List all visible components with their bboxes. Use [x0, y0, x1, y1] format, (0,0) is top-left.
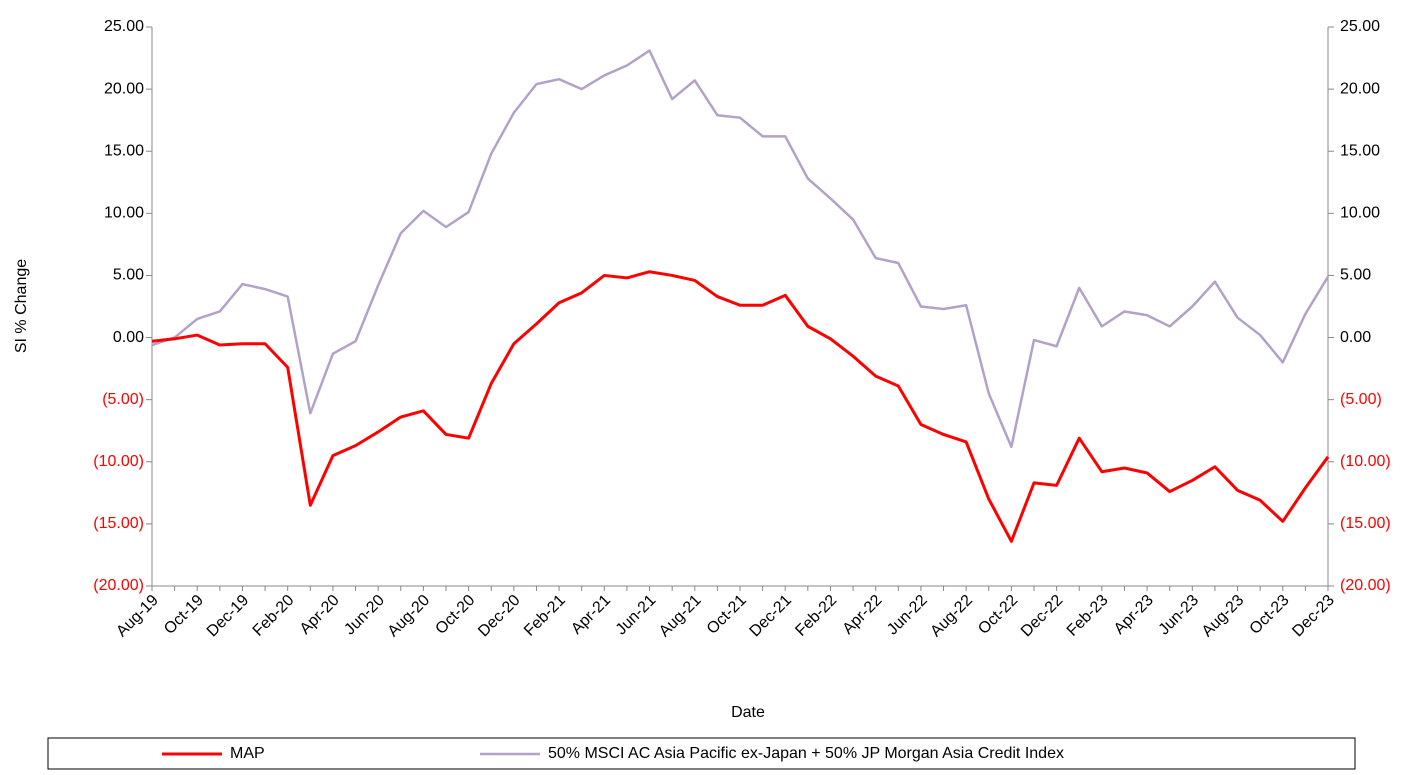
y-tick-label: 20.00 [104, 80, 144, 97]
legend-label: MAP [230, 745, 265, 762]
x-tick-label: Aug-22 [927, 592, 976, 641]
x-tick-label: Dec-23 [1289, 592, 1338, 641]
x-tick-label: Apr-22 [840, 592, 886, 638]
y2-tick-label: 0.00 [1340, 329, 1371, 346]
y2-tick-label: (15.00) [1340, 515, 1391, 532]
x-tick-label: Jun-21 [613, 592, 660, 639]
x-tick-label: Aug-20 [385, 592, 434, 641]
y-axis-title: SI % Change [13, 259, 30, 353]
y-tick-label: 10.00 [104, 205, 144, 222]
x-tick-label: Apr-20 [297, 592, 343, 638]
x-tick-label: Dec-20 [475, 592, 524, 641]
x-tick-label: Oct-21 [704, 592, 750, 638]
y2-tick-label: 10.00 [1340, 205, 1380, 222]
series-line [151, 49, 1330, 449]
y2-tick-label: (10.00) [1340, 453, 1391, 470]
x-tick-label: Oct-23 [1247, 592, 1293, 638]
x-axis-title: Date [731, 704, 765, 721]
x-tick-label: Oct-19 [161, 592, 207, 638]
y-tick-label: 0.00 [113, 329, 144, 346]
x-tick-label: Jun-23 [1156, 592, 1203, 639]
x-tick-label: Apr-23 [1111, 592, 1157, 638]
x-tick-label: Feb-22 [792, 592, 840, 640]
y2-tick-label: (5.00) [1340, 391, 1382, 408]
legend-box [47, 737, 1356, 770]
x-tick-label: Jun-20 [341, 592, 388, 639]
y-tick-label: (10.00) [93, 453, 144, 470]
y-tick-label: (5.00) [102, 391, 144, 408]
x-tick-label: Dec-22 [1018, 592, 1067, 641]
x-tick-label: Aug-23 [1199, 592, 1248, 641]
y2-tick-label: 25.00 [1340, 18, 1380, 35]
y-tick-label: 15.00 [104, 142, 144, 159]
x-tick-label: Oct-20 [432, 592, 478, 638]
y2-tick-label: 15.00 [1340, 142, 1380, 159]
x-tick-label: Aug-21 [656, 592, 705, 641]
x-tick-label: Aug-19 [113, 592, 162, 641]
y-tick-label: 5.00 [113, 267, 144, 284]
x-tick-label: Dec-19 [204, 592, 253, 641]
x-tick-label: Feb-21 [521, 592, 569, 640]
y2-tick-label: (20.00) [1340, 577, 1391, 594]
legend-label: 50% MSCI AC Asia Pacific ex-Japan + 50% … [548, 745, 1064, 762]
x-tick-label: Apr-21 [568, 592, 614, 638]
y-tick-label: (15.00) [93, 515, 144, 532]
y2-tick-label: 20.00 [1340, 80, 1380, 97]
y2-tick-label: 5.00 [1340, 267, 1371, 284]
x-tick-label: Jun-22 [884, 592, 931, 639]
x-tick-label: Oct-22 [975, 592, 1021, 638]
x-tick-label: Feb-20 [250, 592, 298, 640]
x-tick-label: Feb-23 [1064, 592, 1112, 640]
x-tick-label: Dec-21 [747, 592, 796, 641]
y-tick-label: (20.00) [93, 577, 144, 594]
series-line [151, 270, 1330, 543]
y-tick-label: 25.00 [104, 18, 144, 35]
